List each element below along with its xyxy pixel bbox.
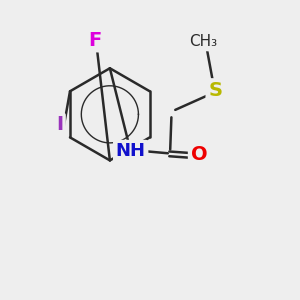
Text: F: F [88,31,102,50]
Text: CH₃: CH₃ [189,34,218,49]
Text: NH: NH [116,142,146,160]
Text: S: S [208,81,222,100]
Text: I: I [56,115,63,134]
Text: O: O [191,145,207,164]
